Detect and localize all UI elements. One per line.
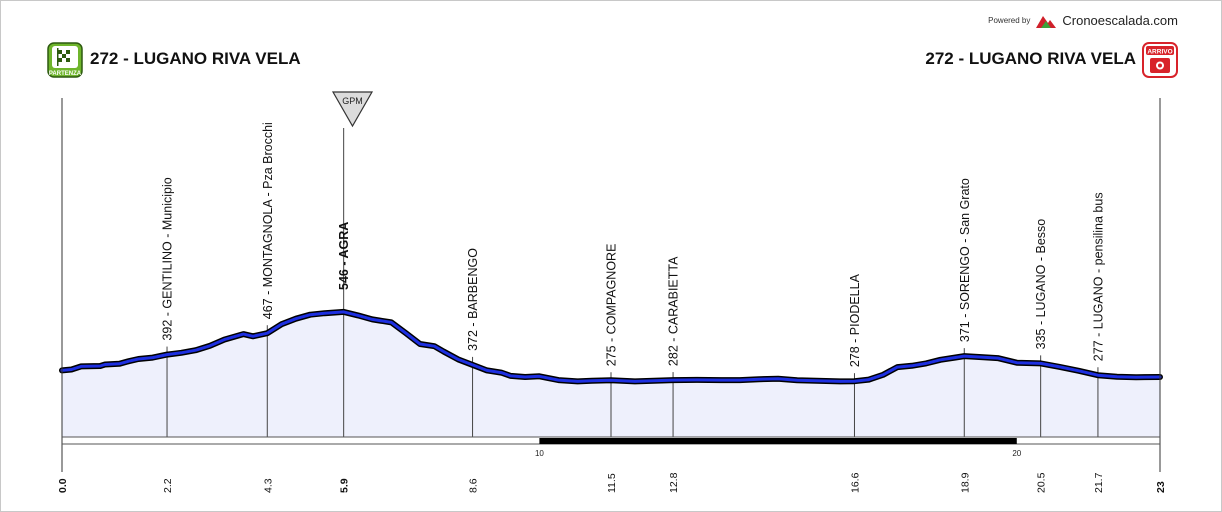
brand-name: Cronoescalada.com [1062,13,1178,28]
profile-line [60,310,1162,383]
km-label: 16.6 [849,472,861,493]
waypoint-label: 467 - MONTAGNOLA - Pza Brocchi [261,122,275,319]
km-label: 20.5 [1036,472,1048,493]
powered-by[interactable]: Powered by Cronoescalada.com [988,13,1178,28]
waypoint-label: 282 - CARABIETTA [667,256,681,366]
end-title: 272 - LUGANO RIVA VELA [925,49,1136,68]
km-label: 21.7 [1093,472,1105,493]
km-scale-label: 10 [535,449,544,458]
waypoint-label: 275 - COMPAGNORE [605,244,619,367]
km-scale-label: 20 [1012,449,1021,458]
waypoint-label: 335 - LUGANO - Besso [1034,219,1048,350]
waypoint-label: 278 - PIODELLA [848,273,862,367]
waypoint-label: 392 - GENTILINO - Municipio [161,177,175,340]
km-label: 2.2 [162,478,174,493]
km-label: 11.5 [606,473,618,493]
gpm-label: GPM [342,96,363,106]
km-label: 23 [1155,481,1167,493]
km-label: 5.9 [339,478,351,493]
gpm-marker: GPM [331,91,374,128]
waypoint-label: 546 - AGRA [337,222,351,290]
gpm-triangle-icon [331,91,374,128]
powered-by-text: Powered by [988,16,1031,25]
profile-area [62,311,1160,437]
km-label: 18.9 [959,472,971,493]
waypoint-label: 372 - BARBENGO [466,248,480,351]
start-badge-text: PARTENZA [49,71,82,77]
mountain-logo-icon [1036,15,1057,28]
km-label: 4.3 [262,478,274,493]
waypoint-label: 277 - LUGANO - pensilina bus [1091,192,1105,361]
start-title: 272 - LUGANO RIVA VELA [90,49,301,68]
km-label: 0.0 [57,478,69,493]
end-badge-text: ARRIVO [1147,49,1172,56]
waypoint-label: 371 - SORENGO - San Grato [958,178,972,342]
km-label: 8.6 [468,478,480,493]
km-label: 12.8 [668,472,680,493]
finish-flag-icon: ARRIVO [1142,42,1178,78]
km-scale-bar [539,438,1017,444]
start-flag-icon: PARTENZA [47,42,83,78]
